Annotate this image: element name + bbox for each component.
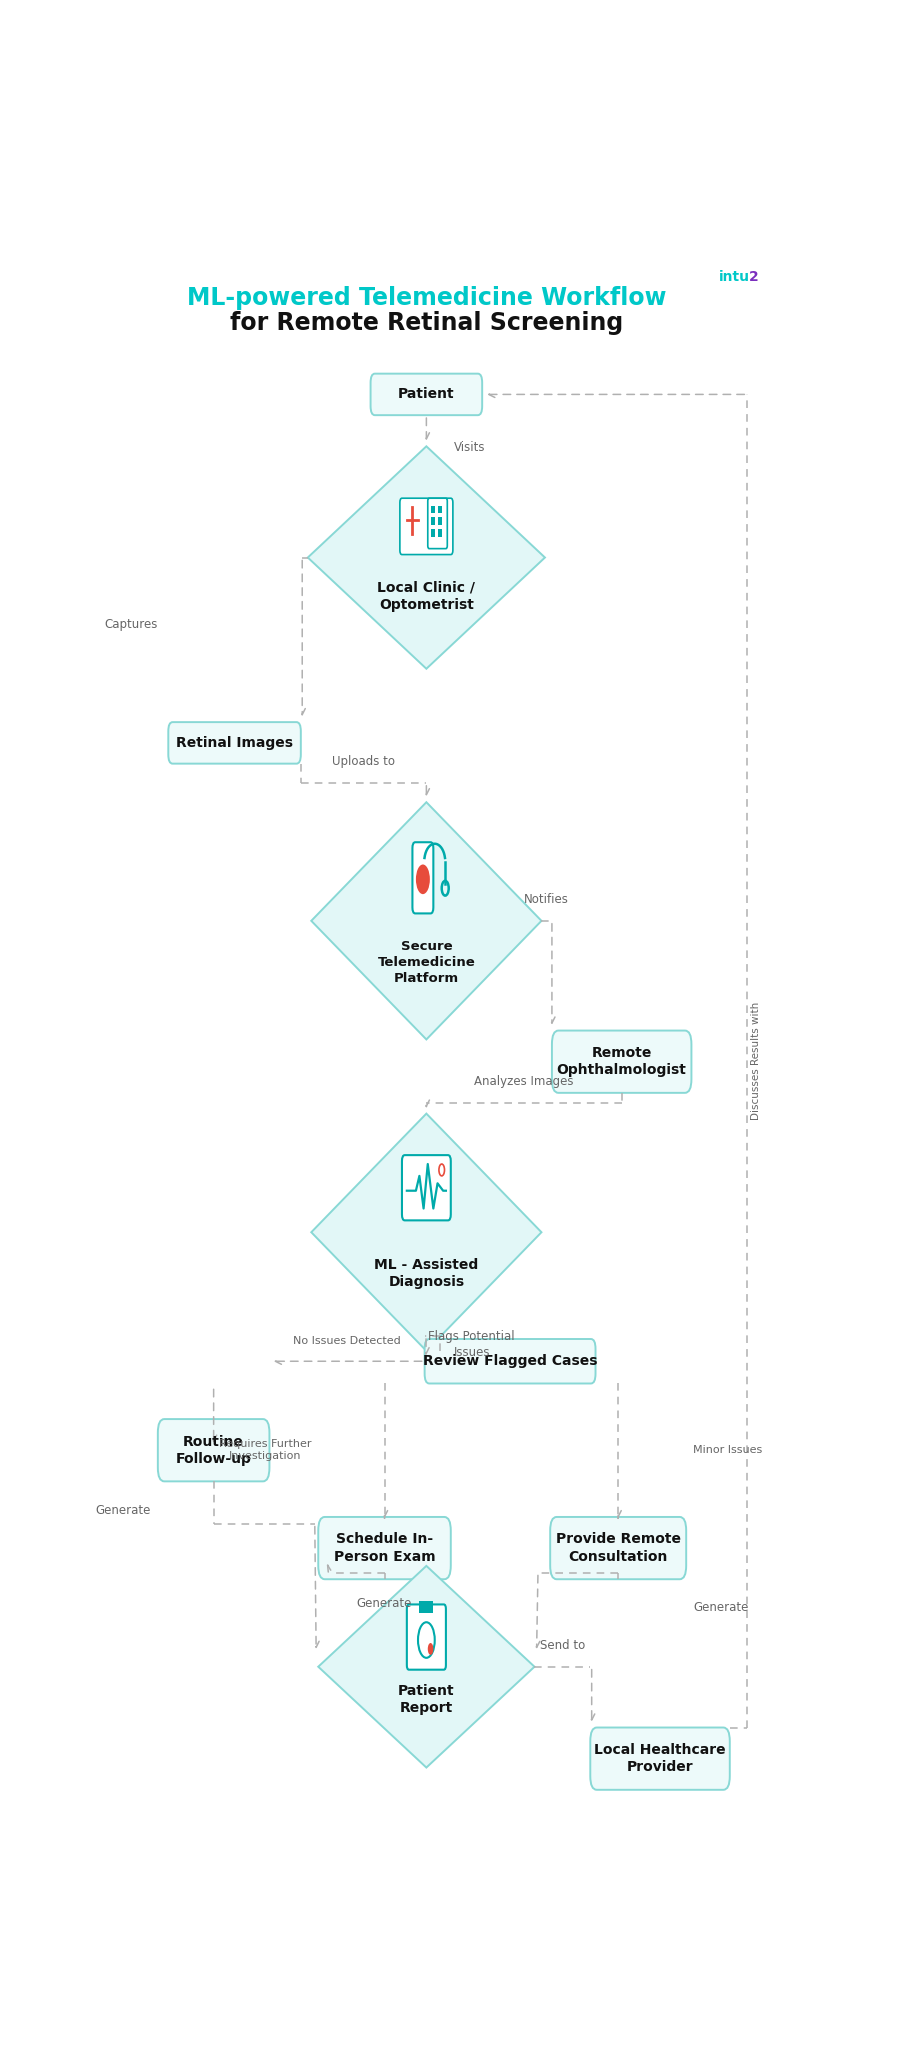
Text: Minor Issues: Minor Issues <box>693 1446 762 1456</box>
Text: Visits: Visits <box>454 441 486 453</box>
FancyBboxPatch shape <box>407 1604 446 1670</box>
FancyBboxPatch shape <box>590 1727 730 1791</box>
Bar <box>430 529 436 537</box>
Text: Notifies: Notifies <box>525 892 569 907</box>
FancyBboxPatch shape <box>412 843 434 913</box>
Text: ML - Assisted
Diagnosis: ML - Assisted Diagnosis <box>374 1257 479 1290</box>
Text: for Remote Retinal Screening: for Remote Retinal Screening <box>230 312 623 334</box>
FancyBboxPatch shape <box>158 1419 269 1481</box>
FancyBboxPatch shape <box>428 498 447 548</box>
FancyBboxPatch shape <box>425 1339 596 1384</box>
Text: Send to: Send to <box>540 1639 585 1651</box>
Bar <box>419 1602 434 1614</box>
Text: Secure
Telemedicine
Platform: Secure Telemedicine Platform <box>377 939 475 984</box>
Polygon shape <box>311 802 542 1040</box>
FancyBboxPatch shape <box>552 1030 691 1093</box>
Text: Patient
Report: Patient Report <box>398 1684 454 1715</box>
Text: Flags Potential
Issues: Flags Potential Issues <box>428 1331 515 1360</box>
Text: Schedule In-
Person Exam: Schedule In- Person Exam <box>334 1532 436 1563</box>
Text: 2: 2 <box>750 271 759 285</box>
Text: Generate: Generate <box>693 1602 749 1614</box>
FancyBboxPatch shape <box>168 722 301 763</box>
Text: Discusses Results with: Discusses Results with <box>751 1001 760 1120</box>
Bar <box>437 517 443 525</box>
Text: Review Flagged Cases: Review Flagged Cases <box>423 1354 598 1368</box>
Text: Local Clinic /
Optometrist: Local Clinic / Optometrist <box>377 580 475 611</box>
Text: Captures: Captures <box>104 619 158 632</box>
FancyBboxPatch shape <box>402 1155 451 1220</box>
Text: Retinal Images: Retinal Images <box>176 736 293 751</box>
Text: ML-powered Telemedicine Workflow: ML-powered Telemedicine Workflow <box>186 285 666 310</box>
Text: Provide Remote
Consultation: Provide Remote Consultation <box>555 1532 680 1563</box>
Circle shape <box>428 1643 434 1655</box>
Text: Generate: Generate <box>356 1598 412 1610</box>
Text: Analyzes Images: Analyzes Images <box>474 1075 574 1089</box>
Text: Patient: Patient <box>398 388 454 402</box>
Bar <box>430 507 436 513</box>
Text: Remote
Ophthalmologist: Remote Ophthalmologist <box>557 1046 687 1077</box>
Bar <box>430 517 436 525</box>
Polygon shape <box>319 1565 535 1768</box>
Bar <box>437 529 443 537</box>
Text: Routine
Follow-up: Routine Follow-up <box>176 1434 252 1466</box>
Text: Uploads to: Uploads to <box>332 755 395 767</box>
Text: Local Healthcare
Provider: Local Healthcare Provider <box>594 1743 725 1774</box>
Polygon shape <box>308 447 545 669</box>
FancyBboxPatch shape <box>400 498 453 554</box>
Text: No Issues Detected: No Issues Detected <box>293 1337 400 1345</box>
FancyBboxPatch shape <box>550 1518 686 1579</box>
Bar <box>437 507 443 513</box>
Circle shape <box>416 863 430 894</box>
FancyBboxPatch shape <box>319 1518 451 1579</box>
FancyBboxPatch shape <box>371 373 482 414</box>
Text: intu: intu <box>719 271 751 285</box>
Polygon shape <box>311 1114 542 1352</box>
Text: Requires Further
Investigation: Requires Further Investigation <box>219 1440 311 1462</box>
Text: Generate: Generate <box>95 1503 151 1516</box>
